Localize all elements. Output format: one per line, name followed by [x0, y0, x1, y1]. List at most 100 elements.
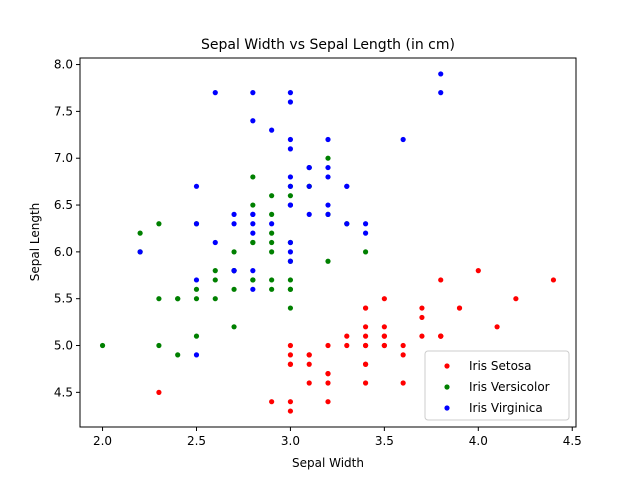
- data-point-series-1-20: [325, 258, 331, 264]
- data-point-series-1-26: [250, 174, 256, 180]
- data-point-series-2-10: [325, 202, 331, 208]
- data-point-series-0-13: [287, 408, 294, 414]
- data-point-series-0-38: [287, 399, 294, 405]
- data-point-series-1-14: [269, 286, 275, 292]
- data-point-series-1-37: [156, 221, 162, 227]
- data-point-series-0-4: [400, 342, 406, 349]
- data-point-series-0-47: [325, 380, 331, 386]
- data-point-series-1-49: [250, 277, 256, 283]
- data-point-series-2-42: [231, 268, 237, 274]
- data-point-series-0-39: [362, 333, 369, 339]
- data-point-series-2-23: [231, 221, 237, 227]
- data-point-series-0-32: [494, 324, 500, 330]
- data-point-series-0-29: [325, 371, 331, 377]
- data-point-series-0-10: [419, 305, 425, 311]
- data-point-series-1-8: [269, 193, 275, 199]
- y-tick-label-6: 7.5: [54, 104, 73, 118]
- data-point-series-0-8: [269, 399, 275, 405]
- legend-label-series-0: Iris Setosa: [469, 359, 532, 373]
- ticks-layer: 2.0 2.5 3.0 3.5 4.0 4.5 4.5 5.0 5.5 6.0 6.5 7.0 7.5 8…: [54, 58, 582, 448]
- data-point-series-1-19: [193, 286, 200, 292]
- data-point-series-0-33: [513, 296, 519, 302]
- data-point-series-0-48: [419, 314, 425, 321]
- data-point-series-0-34: [306, 352, 312, 358]
- x-tick-label-4: 4.0: [469, 434, 488, 448]
- data-point-series-1-40: [212, 296, 218, 302]
- data-point-series-2-2: [287, 146, 294, 152]
- data-point-series-1-3: [156, 296, 162, 302]
- x-tick-label-3: 3.5: [375, 434, 394, 448]
- data-point-series-2-13: [193, 277, 200, 283]
- data-point-series-1-13: [269, 239, 275, 246]
- data-point-series-1-38: [287, 286, 294, 292]
- points-layer: [99, 71, 557, 414]
- data-point-series-1-46: [269, 277, 275, 283]
- data-point-series-2-41: [306, 164, 312, 171]
- legend-label-series-2: Iris Virginica: [469, 401, 543, 415]
- data-point-series-2-30: [250, 118, 256, 124]
- data-point-series-1-24: [269, 211, 275, 217]
- data-point-series-0-22: [400, 380, 406, 386]
- data-point-series-0-1: [287, 352, 294, 358]
- data-point-series-2-0: [344, 221, 350, 227]
- data-point-series-0-3: [306, 380, 312, 386]
- x-tick-label-2: 3.0: [281, 434, 300, 448]
- data-point-series-2-35: [287, 90, 294, 96]
- data-point-series-0-46: [438, 333, 444, 339]
- data-point-series-2-11: [231, 211, 237, 217]
- data-point-series-2-45: [287, 183, 294, 189]
- data-point-series-1-23: [250, 239, 256, 246]
- plot-frame: [79, 57, 577, 428]
- data-point-series-0-15: [550, 277, 557, 283]
- data-point-series-1-7: [175, 352, 181, 358]
- data-point-series-0-41: [156, 389, 162, 395]
- data-point-series-2-37: [306, 211, 312, 217]
- data-point-series-2-19: [137, 249, 143, 255]
- data-point-series-2-36: [362, 221, 369, 227]
- data-point-series-1-33: [231, 249, 237, 255]
- data-point-series-0-25: [287, 342, 294, 349]
- data-point-series-1-39: [193, 296, 200, 302]
- data-point-series-2-38: [287, 249, 294, 255]
- data-point-series-2-33: [250, 221, 256, 227]
- data-point-series-2-27: [287, 239, 294, 246]
- data-point-series-2-8: [193, 183, 200, 189]
- chart-title: Sepal Width vs Sepal Length (in cm): [201, 37, 455, 53]
- data-point-series-2-32: [250, 211, 256, 217]
- y-tick-label-3: 6.0: [54, 245, 73, 259]
- data-point-series-0-37: [400, 352, 406, 358]
- data-point-series-0-35: [325, 342, 331, 349]
- data-point-series-2-3: [269, 221, 275, 227]
- data-point-series-0-49: [344, 342, 350, 349]
- data-point-series-1-31: [175, 296, 181, 302]
- data-point-series-1-44: [231, 286, 237, 292]
- data-point-series-2-25: [325, 136, 331, 143]
- data-point-series-0-21: [419, 333, 425, 339]
- x-tick-label-1: 2.5: [187, 434, 206, 448]
- legend-label-series-1: Iris Versicolor: [469, 380, 550, 394]
- data-point-series-2-15: [325, 211, 331, 217]
- data-point-series-2-29: [287, 136, 294, 143]
- legend: Iris Setosa Iris Versicolor Iris Virginica: [424, 350, 570, 421]
- y-tick-label-5: 7.0: [54, 151, 73, 165]
- legend-box: [424, 350, 570, 421]
- data-point-series-0-31: [362, 305, 369, 311]
- data-point-series-0-14: [475, 268, 481, 274]
- data-point-series-2-18: [212, 90, 218, 96]
- y-tick-label-7: 8.0: [54, 58, 73, 72]
- data-point-series-0-45: [287, 361, 294, 367]
- data-point-series-2-6: [193, 352, 200, 358]
- data-point-series-0-43: [381, 342, 387, 349]
- data-point-series-2-44: [344, 183, 350, 189]
- data-point-series-1-29: [212, 277, 218, 283]
- data-point-series-2-9: [400, 136, 406, 143]
- data-point-series-0-16: [456, 305, 463, 311]
- data-point-series-0-36: [381, 296, 387, 302]
- data-point-series-1-4: [250, 202, 256, 208]
- y-tick-label-1: 5.0: [54, 339, 73, 353]
- data-point-series-0-24: [362, 361, 369, 367]
- data-point-series-2-7: [269, 127, 275, 133]
- data-point-series-0-18: [438, 277, 444, 283]
- data-point-series-1-43: [156, 342, 162, 349]
